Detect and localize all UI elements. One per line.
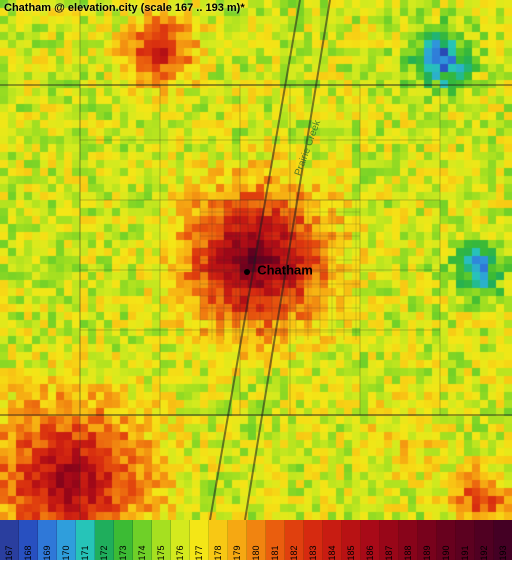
- city-marker: [244, 269, 250, 275]
- legend-swatch: 179: [228, 520, 247, 560]
- legend-value: 178: [213, 545, 223, 560]
- legend-value: 167: [4, 545, 14, 560]
- legend-value: 171: [80, 545, 90, 560]
- legend-swatch: 168: [19, 520, 38, 560]
- legend-swatch: 181: [266, 520, 285, 560]
- legend-value: 176: [175, 545, 185, 560]
- legend-value: 183: [308, 545, 318, 560]
- legend-swatch: 183: [304, 520, 323, 560]
- legend-swatch: 170: [57, 520, 76, 560]
- legend-value: 190: [441, 545, 451, 560]
- legend-value: 180: [251, 545, 261, 560]
- legend-swatch: 189: [418, 520, 437, 560]
- legend-swatch: 174: [133, 520, 152, 560]
- elevation-map: Chatham @ elevation.city (scale 167 .. 1…: [0, 0, 512, 520]
- legend-value: 188: [403, 545, 413, 560]
- legend-swatch: 190: [437, 520, 456, 560]
- legend-swatch: 175: [152, 520, 171, 560]
- color-legend: 167 168 169 170 171 172 173 174 175 176 177 178 179 1…: [0, 520, 512, 560]
- legend-value: 174: [137, 545, 147, 560]
- legend-value: 193: [498, 545, 508, 560]
- legend-value: 186: [365, 545, 375, 560]
- legend-value: 173: [118, 545, 128, 560]
- legend-swatch: 180: [247, 520, 266, 560]
- legend-value: 170: [61, 545, 71, 560]
- legend-value: 175: [156, 545, 166, 560]
- legend-swatch: 173: [114, 520, 133, 560]
- legend-swatch: 178: [209, 520, 228, 560]
- legend-swatch: 182: [285, 520, 304, 560]
- legend-value: 177: [194, 545, 204, 560]
- legend-swatch: 186: [361, 520, 380, 560]
- legend-swatch: 177: [190, 520, 209, 560]
- legend-swatch: 172: [95, 520, 114, 560]
- legend-value: 182: [289, 545, 299, 560]
- legend-value: 184: [327, 545, 337, 560]
- legend-value: 172: [99, 545, 109, 560]
- legend-swatch: 176: [171, 520, 190, 560]
- legend-value: 168: [23, 545, 33, 560]
- legend-value: 179: [232, 545, 242, 560]
- legend-swatch: 191: [456, 520, 475, 560]
- legend-value: 185: [346, 545, 356, 560]
- legend-value: 169: [42, 545, 52, 560]
- city-label: Chatham: [257, 263, 313, 278]
- legend-swatch: 184: [323, 520, 342, 560]
- legend-value: 192: [479, 545, 489, 560]
- heatmap-canvas: [0, 0, 512, 520]
- legend-value: 187: [384, 545, 394, 560]
- legend-swatch: 187: [380, 520, 399, 560]
- legend-value: 189: [422, 545, 432, 560]
- legend-swatch: 185: [342, 520, 361, 560]
- legend-value: 181: [270, 545, 280, 560]
- legend-swatch: 167: [0, 520, 19, 560]
- legend-swatch: 169: [38, 520, 57, 560]
- map-title: Chatham @ elevation.city (scale 167 .. 1…: [4, 2, 245, 14]
- legend-swatch: 193: [494, 520, 512, 560]
- legend-swatch: 192: [475, 520, 494, 560]
- legend-swatch: 188: [399, 520, 418, 560]
- legend-swatch: 171: [76, 520, 95, 560]
- legend-value: 191: [460, 545, 470, 560]
